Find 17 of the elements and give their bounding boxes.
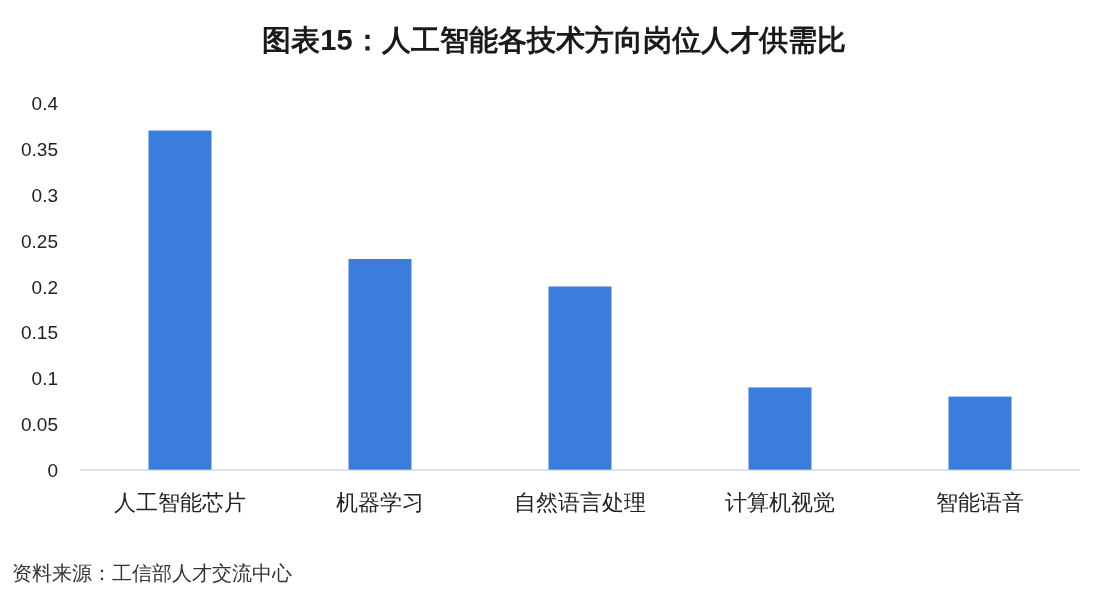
y-tick-label: 0 — [47, 460, 58, 481]
x-tick-label: 智能语音 — [936, 490, 1024, 515]
y-tick-label: 0.35 — [21, 138, 58, 160]
y-tick-label: 0.4 — [31, 93, 59, 114]
annotation: 资料来源：工信部人才交流中心 — [12, 562, 292, 584]
y-tick-label: 0.25 — [21, 230, 58, 252]
y-tick-label: 0.3 — [31, 184, 58, 206]
y-tick-label: 0.15 — [21, 322, 58, 344]
y-tick-label: 0.2 — [31, 276, 58, 298]
plot: 0 0.05 0.1 0.15 0.2 0.25 0.3 0.35 0.4 人工智能芯片 机器学习 自然语言处理 计算机视觉 智能语音 — [21, 93, 1081, 515]
x-tick-label: 自然语言处理 — [514, 490, 646, 515]
x-tick-label: 人工智能芯片 — [114, 490, 246, 515]
x-tick-label: 计算机视觉 — [725, 490, 835, 515]
title: 图表15：人工智能各技术方向岗位人才供需比 — [262, 24, 846, 56]
y-tick-label: 0.05 — [21, 414, 58, 436]
y-tick-label: 0.1 — [31, 368, 58, 390]
x-tick-label: 机器学习 — [336, 490, 424, 515]
